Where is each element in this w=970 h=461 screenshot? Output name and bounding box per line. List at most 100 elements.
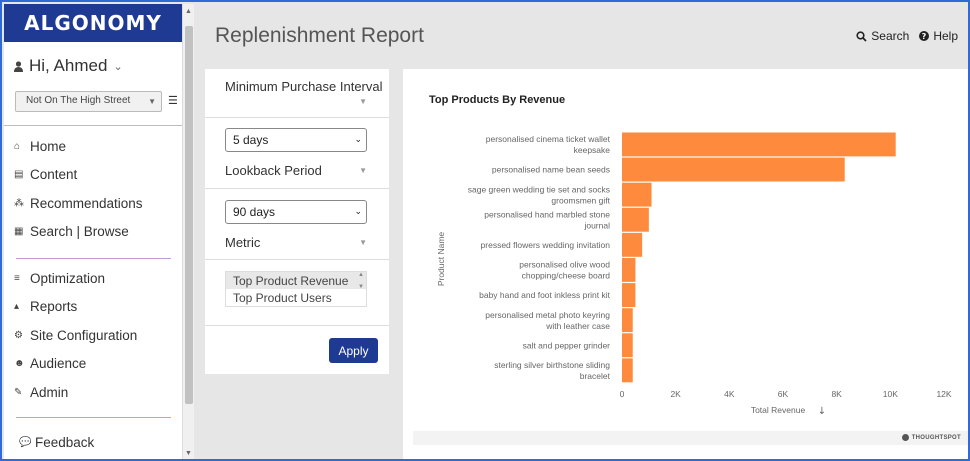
- help-link[interactable]: ? Help: [919, 29, 958, 43]
- nav-item-optimization[interactable]: ≡ Optimization: [14, 264, 179, 293]
- thoughtspot-logo-icon: [901, 434, 909, 441]
- metric-option-revenue[interactable]: Top Product Revenue: [226, 272, 366, 289]
- filter-panel: Minimum Purchase Interval ▼ 5 days ⌄ Loo…: [205, 69, 389, 374]
- nav-item-reports[interactable]: ▴ Reports: [14, 293, 179, 322]
- thoughtspot-brand: THOUGHTSPOT: [901, 434, 961, 441]
- chat-bubble-icon: 💬: [19, 436, 32, 448]
- feedback-section: 💬 Feedback: [19, 428, 184, 457]
- chart-bar[interactable]: [622, 182, 652, 207]
- sidebar-divider: [4, 125, 182, 126]
- chart-title: Top Products By Revenue: [429, 94, 566, 106]
- chart-bar[interactable]: [622, 283, 636, 307]
- sort-descending-icon[interactable]: ↓: [818, 406, 826, 417]
- chart-bar[interactable]: [622, 308, 633, 333]
- min-purchase-label[interactable]: Minimum Purchase Interval: [225, 79, 383, 94]
- y-tick-label: keepsake: [574, 145, 611, 155]
- chevron-down-icon: ⌄: [354, 206, 362, 216]
- y-tick-label: journal: [583, 220, 610, 230]
- chart-bar[interactable]: [622, 232, 643, 257]
- store-selector[interactable]: Not On The High Street ▼: [15, 91, 162, 112]
- nav-item-recommendations[interactable]: ⁂ Recommendations: [14, 189, 179, 218]
- scroll-down-icon[interactable]: ▼: [185, 450, 192, 457]
- chart-bar[interactable]: [622, 358, 633, 383]
- audience-icon: ☻: [14, 358, 25, 370]
- chart-bar[interactable]: [622, 207, 649, 232]
- chart-footer: THOUGHTSPOT: [413, 431, 968, 445]
- filter-divider: [205, 117, 389, 118]
- y-tick-label: baby hand and foot inkless print kit: [479, 290, 611, 300]
- x-tick-label: 2K: [670, 389, 681, 399]
- y-tick-label: personalised hand marbled stone: [484, 209, 610, 219]
- user-icon: [14, 60, 23, 72]
- content-icon: ▤: [14, 169, 24, 181]
- search-label: Search: [871, 29, 910, 43]
- nav-item-search-browse[interactable]: ▦ Search | Browse: [14, 218, 179, 247]
- user-menu[interactable]: Hi, Ahmed ⌄: [14, 56, 123, 76]
- help-label: Help: [933, 29, 958, 43]
- caret-down-icon[interactable]: ▼: [359, 97, 367, 106]
- lookback-label[interactable]: Lookback Period: [225, 163, 322, 178]
- x-axis-label: Total Revenue: [751, 405, 806, 415]
- listbox-scrollbar[interactable]: ▲ ▼: [358, 272, 364, 290]
- store-selector-value: Not On The High Street: [26, 95, 131, 106]
- thoughtspot-label: THOUGHTSPOT: [911, 434, 961, 441]
- y-tick-label: personalised olive wood: [519, 260, 610, 270]
- x-tick-label: 8K: [831, 389, 842, 399]
- nav-label: Home: [30, 138, 67, 154]
- scroll-up-icon[interactable]: ▲: [185, 8, 192, 15]
- metric-option-users[interactable]: Top Product Users: [233, 291, 332, 305]
- metric-listbox[interactable]: Top Product Revenue Top Product Users ▲ …: [225, 271, 367, 307]
- filter-divider: [205, 325, 389, 326]
- bar-chart: personalised cinema ticket walletkeepsak…: [436, 132, 952, 417]
- nav-label: Reports: [30, 299, 78, 315]
- y-tick-label: chopping/cheese board: [522, 271, 611, 281]
- filter-divider: [205, 188, 389, 189]
- nav-item-audience[interactable]: ☻ Audience: [14, 350, 179, 379]
- y-tick-label: groomsmen gift: [551, 195, 610, 205]
- nav-divider: [16, 417, 171, 418]
- algonomy-logo[interactable]: ALGONOMY: [24, 11, 162, 35]
- filter-divider: [205, 259, 389, 260]
- nav-secondary: ≡ Optimization ▴ Reports ⚙ Site Configur…: [14, 264, 179, 407]
- caret-down-icon[interactable]: ▼: [359, 166, 367, 175]
- min-purchase-value: 5 days: [233, 133, 269, 147]
- home-icon: ⌂: [14, 140, 21, 152]
- scroll-thumb[interactable]: [185, 26, 193, 404]
- nav-label: Site Configuration: [30, 327, 138, 343]
- nav-primary: ⌂ Home ▤ Content ⁂ Recommendations ▦ Sea…: [14, 132, 179, 246]
- header-links: Search ? Help: [856, 29, 958, 43]
- nav-label: Search | Browse: [30, 224, 129, 240]
- y-axis-label: Product Name: [436, 232, 446, 287]
- x-tick-label: 4K: [724, 389, 735, 399]
- apply-button[interactable]: Apply: [329, 338, 378, 363]
- list-icon[interactable]: ☰: [168, 95, 178, 107]
- nav-item-content[interactable]: ▤ Content: [14, 161, 179, 190]
- nav-item-site-configuration[interactable]: ⚙ Site Configuration: [14, 321, 179, 350]
- reports-icon: ▴: [14, 301, 20, 313]
- chart-bar[interactable]: [622, 132, 896, 157]
- caret-down-icon[interactable]: ▼: [359, 238, 367, 247]
- nav-item-home[interactable]: ⌂ Home: [14, 132, 179, 161]
- page-title: Replenishment Report: [215, 24, 424, 47]
- chart-bar[interactable]: [622, 258, 636, 282]
- lookback-select[interactable]: 90 days ⌄: [225, 200, 367, 224]
- y-tick-label: personalised cinema ticket wallet: [486, 134, 611, 144]
- help-icon: ?: [919, 31, 930, 41]
- y-tick-label: salt and pepper grinder: [523, 340, 611, 350]
- sidebar-scrollbar[interactable]: ▲ ▼: [182, 4, 194, 459]
- site-config-icon: ⚙: [14, 329, 23, 341]
- nav-item-admin[interactable]: ✎ Admin: [14, 378, 179, 407]
- min-purchase-select[interactable]: 5 days ⌄: [225, 128, 367, 152]
- search-link[interactable]: Search: [856, 29, 909, 43]
- search-browse-icon: ▦: [14, 226, 24, 238]
- svg-text:?: ?: [922, 32, 927, 41]
- chart-bar[interactable]: [622, 333, 633, 358]
- chart-panel: Top Products By Revenue personalised cin…: [403, 69, 968, 459]
- chart-bar[interactable]: [622, 157, 845, 182]
- optimization-icon: ≡: [14, 272, 20, 284]
- sidebar: ALGONOMY Hi, Ahmed ⌄ Not On The High Str…: [4, 4, 184, 459]
- feedback-link[interactable]: 💬 Feedback: [19, 428, 184, 457]
- metric-label[interactable]: Metric: [225, 235, 261, 250]
- y-tick-label: sage green wedding tie set and socks: [468, 184, 610, 194]
- search-icon: [856, 30, 867, 42]
